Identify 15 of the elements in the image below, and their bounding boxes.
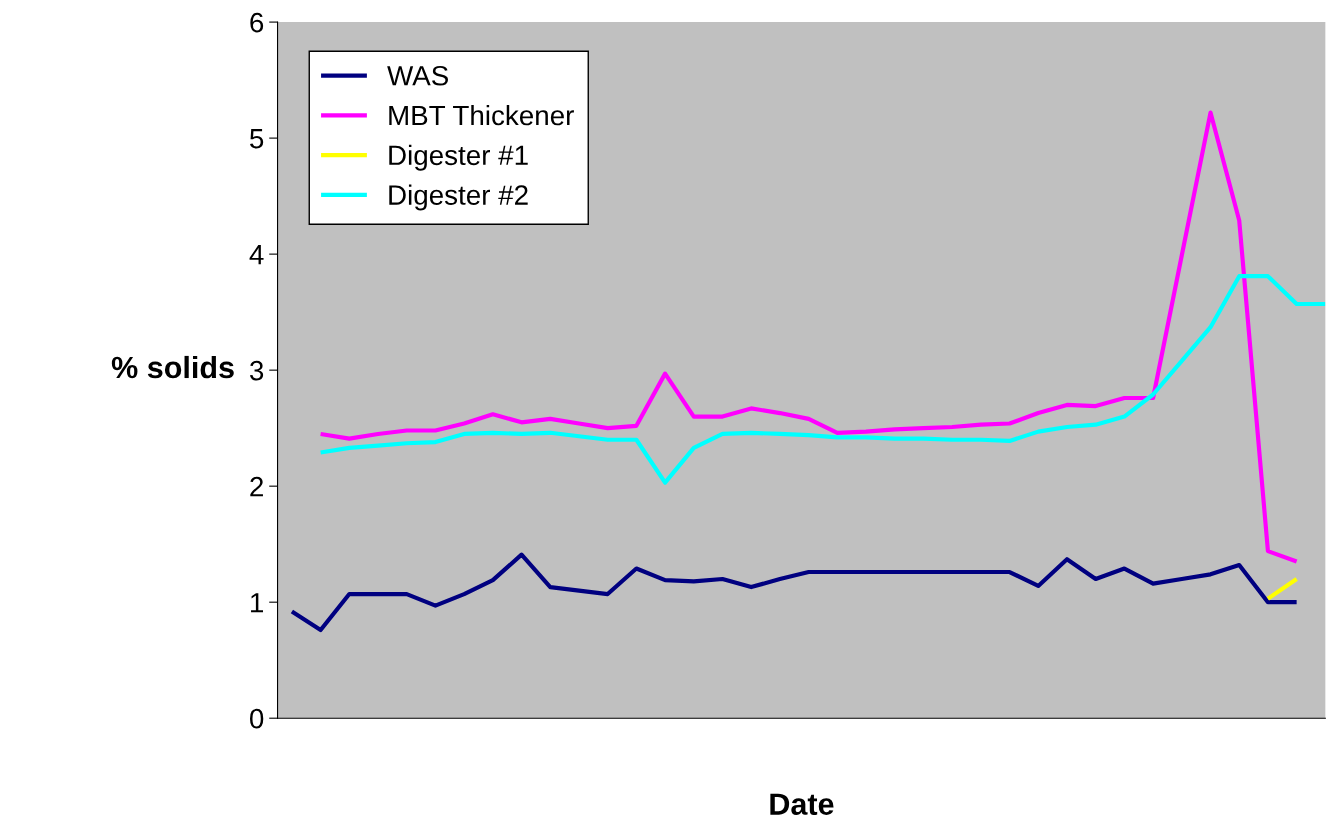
y-tick-label: 6: [250, 12, 264, 33]
y-tick-label: 1: [251, 593, 263, 613]
y-tick-label: 4: [249, 245, 264, 265]
y-axis-title: % solids: [111, 355, 234, 379]
y-tick-label: 3: [249, 360, 264, 381]
y-tick-label: 0: [250, 708, 264, 729]
y-tick-label: 2: [250, 476, 263, 497]
legend-label: Digester #1: [389, 144, 528, 171]
legend-label: MBT Thickener: [389, 104, 574, 126]
line-series: [289, 552, 1299, 633]
legend-label: Digester #2: [389, 184, 528, 211]
y-tick-label: 5: [250, 129, 264, 149]
x-axis-title: Date: [770, 793, 834, 815]
line-series: [318, 274, 1326, 485]
legend-label: WAS: [387, 65, 448, 86]
